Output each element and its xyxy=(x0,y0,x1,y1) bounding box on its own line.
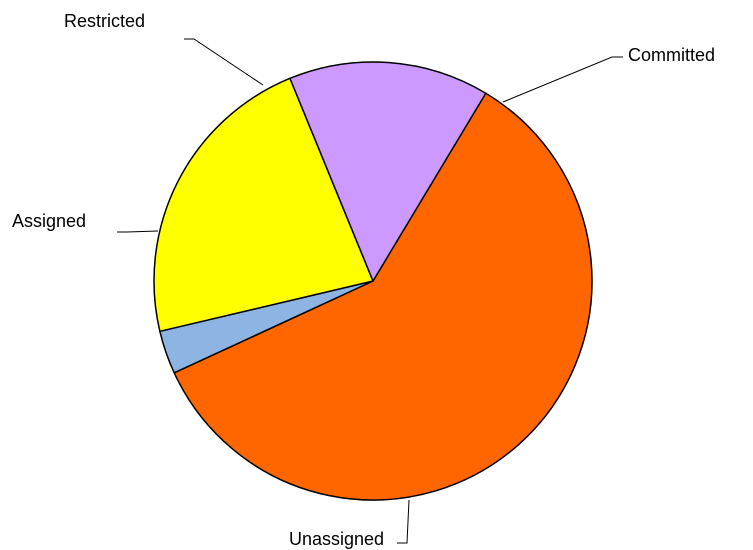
label-restricted: Restricted xyxy=(64,11,145,31)
pie-slice-restricted xyxy=(153,77,374,333)
label-unassigned: Unassigned xyxy=(289,529,384,549)
leader-line-assigned xyxy=(117,230,159,233)
leader-line-committed xyxy=(502,56,623,103)
slices-layer xyxy=(153,61,593,501)
leader-lines-layer xyxy=(117,38,623,544)
pie-slice-unassigned xyxy=(173,92,593,501)
label-assigned: Assigned xyxy=(12,211,86,231)
label-committed: Committed xyxy=(628,45,715,65)
leader-line-unassigned xyxy=(397,499,410,544)
labels-layer: Restricted Committed Assigned Unassigned xyxy=(12,11,715,549)
leader-line-restricted xyxy=(184,38,264,86)
pie-slice-committed xyxy=(289,61,487,282)
